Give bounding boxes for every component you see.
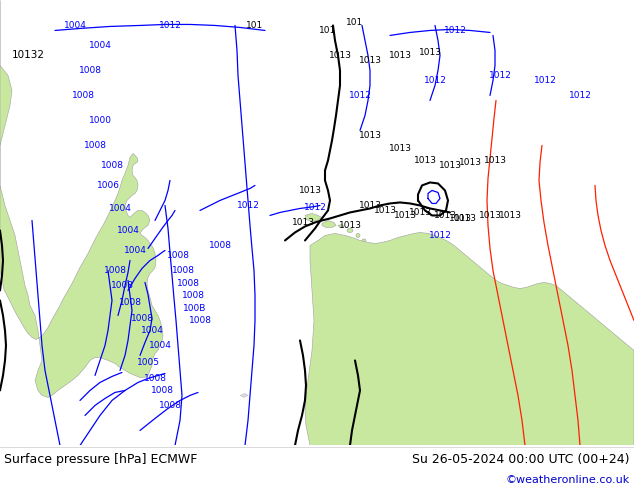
Text: 1008: 1008 [72,91,94,100]
Text: 1013: 1013 [413,156,436,165]
Text: 1013: 1013 [408,208,432,217]
Text: 1004: 1004 [141,326,164,335]
Text: 1012: 1012 [429,231,451,240]
Text: 1013: 1013 [328,51,351,60]
Text: 1008: 1008 [101,161,124,170]
Text: 1012: 1012 [158,21,181,30]
Text: 1013: 1013 [299,186,321,195]
Text: 1013: 1013 [394,211,417,220]
Text: 1012: 1012 [489,71,512,80]
Text: 1000: 1000 [89,116,112,125]
Text: Su 26-05-2024 00:00 UTC (00+24): Su 26-05-2024 00:00 UTC (00+24) [413,453,630,466]
Text: 1013: 1013 [418,48,441,57]
Polygon shape [240,393,248,397]
Text: 1005: 1005 [136,358,160,367]
Text: 1013: 1013 [339,221,361,230]
Text: 10132: 10132 [11,50,44,60]
Text: 1004: 1004 [148,341,171,350]
Text: 1008: 1008 [167,251,190,260]
Text: 1008: 1008 [188,316,212,325]
Text: ©weatheronline.co.uk: ©weatheronline.co.uk [506,475,630,485]
Ellipse shape [347,228,353,232]
Text: 1004: 1004 [117,226,139,235]
Text: 1012: 1012 [569,91,592,100]
Polygon shape [322,220,336,227]
Text: 101: 101 [346,18,364,27]
Text: 1012: 1012 [349,91,372,100]
Text: 1008: 1008 [176,279,200,288]
Text: 1013: 1013 [439,161,462,170]
Text: 1008: 1008 [84,141,107,150]
Text: 1012: 1012 [534,76,557,85]
Text: 1013: 1013 [458,158,481,167]
Text: 1008: 1008 [131,314,153,323]
Text: 101: 101 [320,26,337,35]
Text: 1008: 1008 [150,386,174,395]
Text: 1012: 1012 [304,203,327,212]
Text: 1008: 1008 [110,281,134,290]
Text: Surface pressure [hPa] ECMWF: Surface pressure [hPa] ECMWF [4,453,197,466]
Text: 101: 101 [247,21,264,30]
Text: 1008: 1008 [103,266,127,275]
Text: 100B: 100B [183,304,207,313]
Text: 1013: 1013 [389,51,411,60]
Text: 1008: 1008 [79,66,101,75]
Polygon shape [0,0,163,397]
Text: 1013: 1013 [498,211,522,220]
Text: 1013: 1013 [358,201,382,210]
Text: 1013: 1013 [484,156,507,165]
Text: 1004: 1004 [89,41,112,50]
Text: 1013: 1013 [389,144,411,153]
Text: 1013: 1013 [292,218,314,227]
Text: 1013: 1013 [453,214,477,223]
Text: 1013: 1013 [358,131,382,140]
Ellipse shape [356,233,360,238]
Text: 1012: 1012 [424,76,446,85]
Text: 1008: 1008 [209,241,231,250]
Text: 1008: 1008 [172,266,195,275]
Text: 1008: 1008 [181,291,205,300]
Text: 1006: 1006 [96,181,119,190]
Text: 1008: 1008 [119,298,141,307]
Polygon shape [305,214,322,221]
Text: 1013: 1013 [373,206,396,215]
Text: 1013: 1013 [448,214,472,223]
Text: 1013: 1013 [358,56,382,65]
Text: 1013: 1013 [434,211,456,220]
Polygon shape [305,232,634,445]
Text: 1012: 1012 [444,26,467,35]
Ellipse shape [362,239,366,242]
Text: 1012: 1012 [236,201,259,210]
Text: 1008: 1008 [143,374,167,383]
Text: 1008: 1008 [158,401,181,410]
Text: 1004: 1004 [124,246,146,255]
Text: 1004: 1004 [63,21,86,30]
Text: 1004: 1004 [108,204,131,213]
Text: 1013: 1013 [479,211,501,220]
Polygon shape [338,224,344,227]
